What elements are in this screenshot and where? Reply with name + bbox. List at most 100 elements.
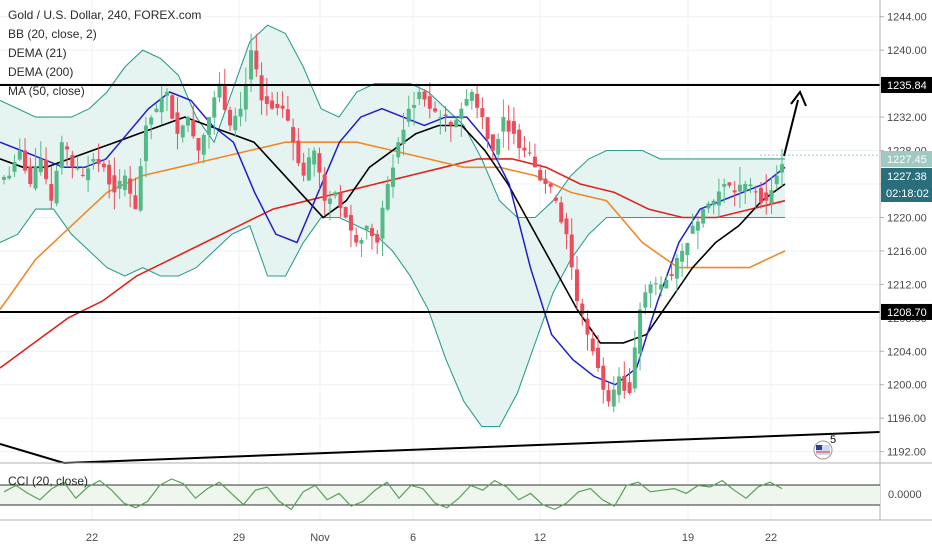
indicator-bb[interactable]: BB (20, close, 2) bbox=[8, 27, 97, 41]
candle-body bbox=[590, 338, 595, 352]
candle-body bbox=[185, 117, 190, 126]
candle-body bbox=[659, 284, 664, 290]
candle-body bbox=[175, 112, 180, 134]
candle-body bbox=[107, 164, 112, 185]
candle-body bbox=[496, 138, 501, 155]
candle-body bbox=[443, 114, 448, 116]
candle-body bbox=[643, 292, 648, 308]
events-badge[interactable]: 5 bbox=[813, 434, 836, 460]
level-upper-tag: 1235.84 bbox=[881, 76, 932, 93]
y-tick-label: 1212.00 bbox=[887, 279, 927, 291]
ma50-line bbox=[0, 116, 786, 344]
candle-body bbox=[44, 159, 49, 180]
candle-body bbox=[553, 197, 558, 201]
candle-body bbox=[569, 234, 574, 268]
candle-body bbox=[159, 97, 164, 113]
y-tick-label: 1244.00 bbox=[887, 12, 927, 24]
candle-body bbox=[75, 168, 80, 170]
y-tick-label: 1232.00 bbox=[887, 112, 927, 124]
candle-body bbox=[758, 187, 763, 203]
candle-body bbox=[70, 155, 75, 168]
candle-body bbox=[112, 175, 117, 193]
indicator-dema200[interactable]: DEMA (200) bbox=[8, 65, 74, 79]
candle-body bbox=[343, 207, 348, 218]
candle-body bbox=[285, 109, 290, 121]
candle-body bbox=[464, 98, 469, 106]
candle-body bbox=[312, 150, 317, 165]
candle-body bbox=[627, 382, 632, 394]
dema-tag: 1227.38 02:18:02 bbox=[881, 168, 932, 202]
candle-body bbox=[65, 146, 70, 150]
candle-body bbox=[180, 125, 185, 138]
candle-body bbox=[201, 135, 206, 155]
candle-body bbox=[80, 174, 85, 176]
y-tick-label: 1220.00 bbox=[887, 212, 927, 224]
candle-body bbox=[96, 158, 101, 164]
events-badge-count: 5 bbox=[830, 434, 836, 446]
candle-body bbox=[748, 184, 753, 187]
candle-body bbox=[33, 165, 38, 189]
candle-body bbox=[711, 200, 716, 206]
candle-body bbox=[243, 84, 248, 110]
cci-legend[interactable]: CCI (20, close) bbox=[8, 474, 89, 488]
candle-body bbox=[780, 164, 784, 173]
candle-body bbox=[91, 158, 96, 162]
candle-body bbox=[412, 104, 417, 108]
indicator-ma50[interactable]: MA (50, close) bbox=[8, 84, 85, 98]
candle-body bbox=[427, 96, 432, 109]
cci-line bbox=[3, 478, 783, 511]
candle-body bbox=[622, 375, 627, 391]
candle-body bbox=[422, 91, 427, 100]
candle-body bbox=[207, 117, 212, 135]
candle-body bbox=[743, 184, 748, 192]
y-tick-label: 1196.00 bbox=[887, 413, 926, 425]
candle-body bbox=[638, 309, 643, 354]
candle-body bbox=[259, 75, 264, 101]
candle-body bbox=[154, 108, 159, 113]
candle-body bbox=[459, 108, 464, 119]
trend-line[interactable] bbox=[0, 443, 65, 464]
symbol-title[interactable]: Gold / U.S. Dollar, 240, FOREX.com bbox=[8, 8, 202, 22]
candle-body bbox=[417, 92, 422, 99]
candle-body bbox=[143, 125, 148, 162]
candle-body bbox=[585, 318, 590, 335]
candle-body bbox=[485, 117, 490, 139]
projection-arrow[interactable] bbox=[783, 90, 807, 157]
candle-body bbox=[632, 347, 637, 389]
candle-body bbox=[722, 184, 727, 187]
candle-body bbox=[222, 85, 227, 110]
time-axis[interactable]: 22 29 Nov 6 12 19 22 bbox=[86, 532, 777, 544]
candle-body bbox=[306, 157, 311, 181]
candle-body bbox=[438, 117, 443, 119]
indicator-dema21[interactable]: DEMA (21) bbox=[8, 46, 67, 60]
candle-body bbox=[238, 108, 243, 117]
candle-body bbox=[401, 129, 406, 144]
candle-body bbox=[548, 183, 553, 187]
candle-body bbox=[280, 105, 285, 109]
trend-line-lower[interactable] bbox=[63, 431, 881, 464]
y-tick-label: 1240.00 bbox=[887, 45, 927, 57]
candle-body bbox=[359, 240, 364, 244]
candle-body bbox=[701, 209, 706, 224]
candle-body bbox=[128, 178, 133, 194]
candle-body bbox=[7, 175, 12, 179]
candle-body bbox=[490, 134, 495, 151]
candle-body bbox=[433, 108, 438, 112]
candle-body bbox=[737, 184, 742, 192]
candle-body bbox=[601, 365, 606, 390]
candle-body bbox=[133, 195, 138, 210]
candle-body bbox=[138, 166, 143, 211]
x-tick-label: 29 bbox=[233, 532, 245, 544]
candle-body bbox=[764, 192, 769, 201]
x-tick-label: 12 bbox=[534, 532, 546, 544]
candle-body bbox=[501, 117, 506, 132]
candle-body bbox=[517, 129, 522, 149]
candle-body bbox=[327, 198, 332, 204]
candle-body bbox=[727, 182, 732, 186]
candle-body bbox=[322, 174, 327, 201]
bollinger-band-fill bbox=[0, 25, 785, 427]
bollinger-lower-line bbox=[0, 208, 785, 428]
y-tick-label: 1192.00 bbox=[887, 447, 926, 459]
candle-body bbox=[296, 140, 301, 164]
